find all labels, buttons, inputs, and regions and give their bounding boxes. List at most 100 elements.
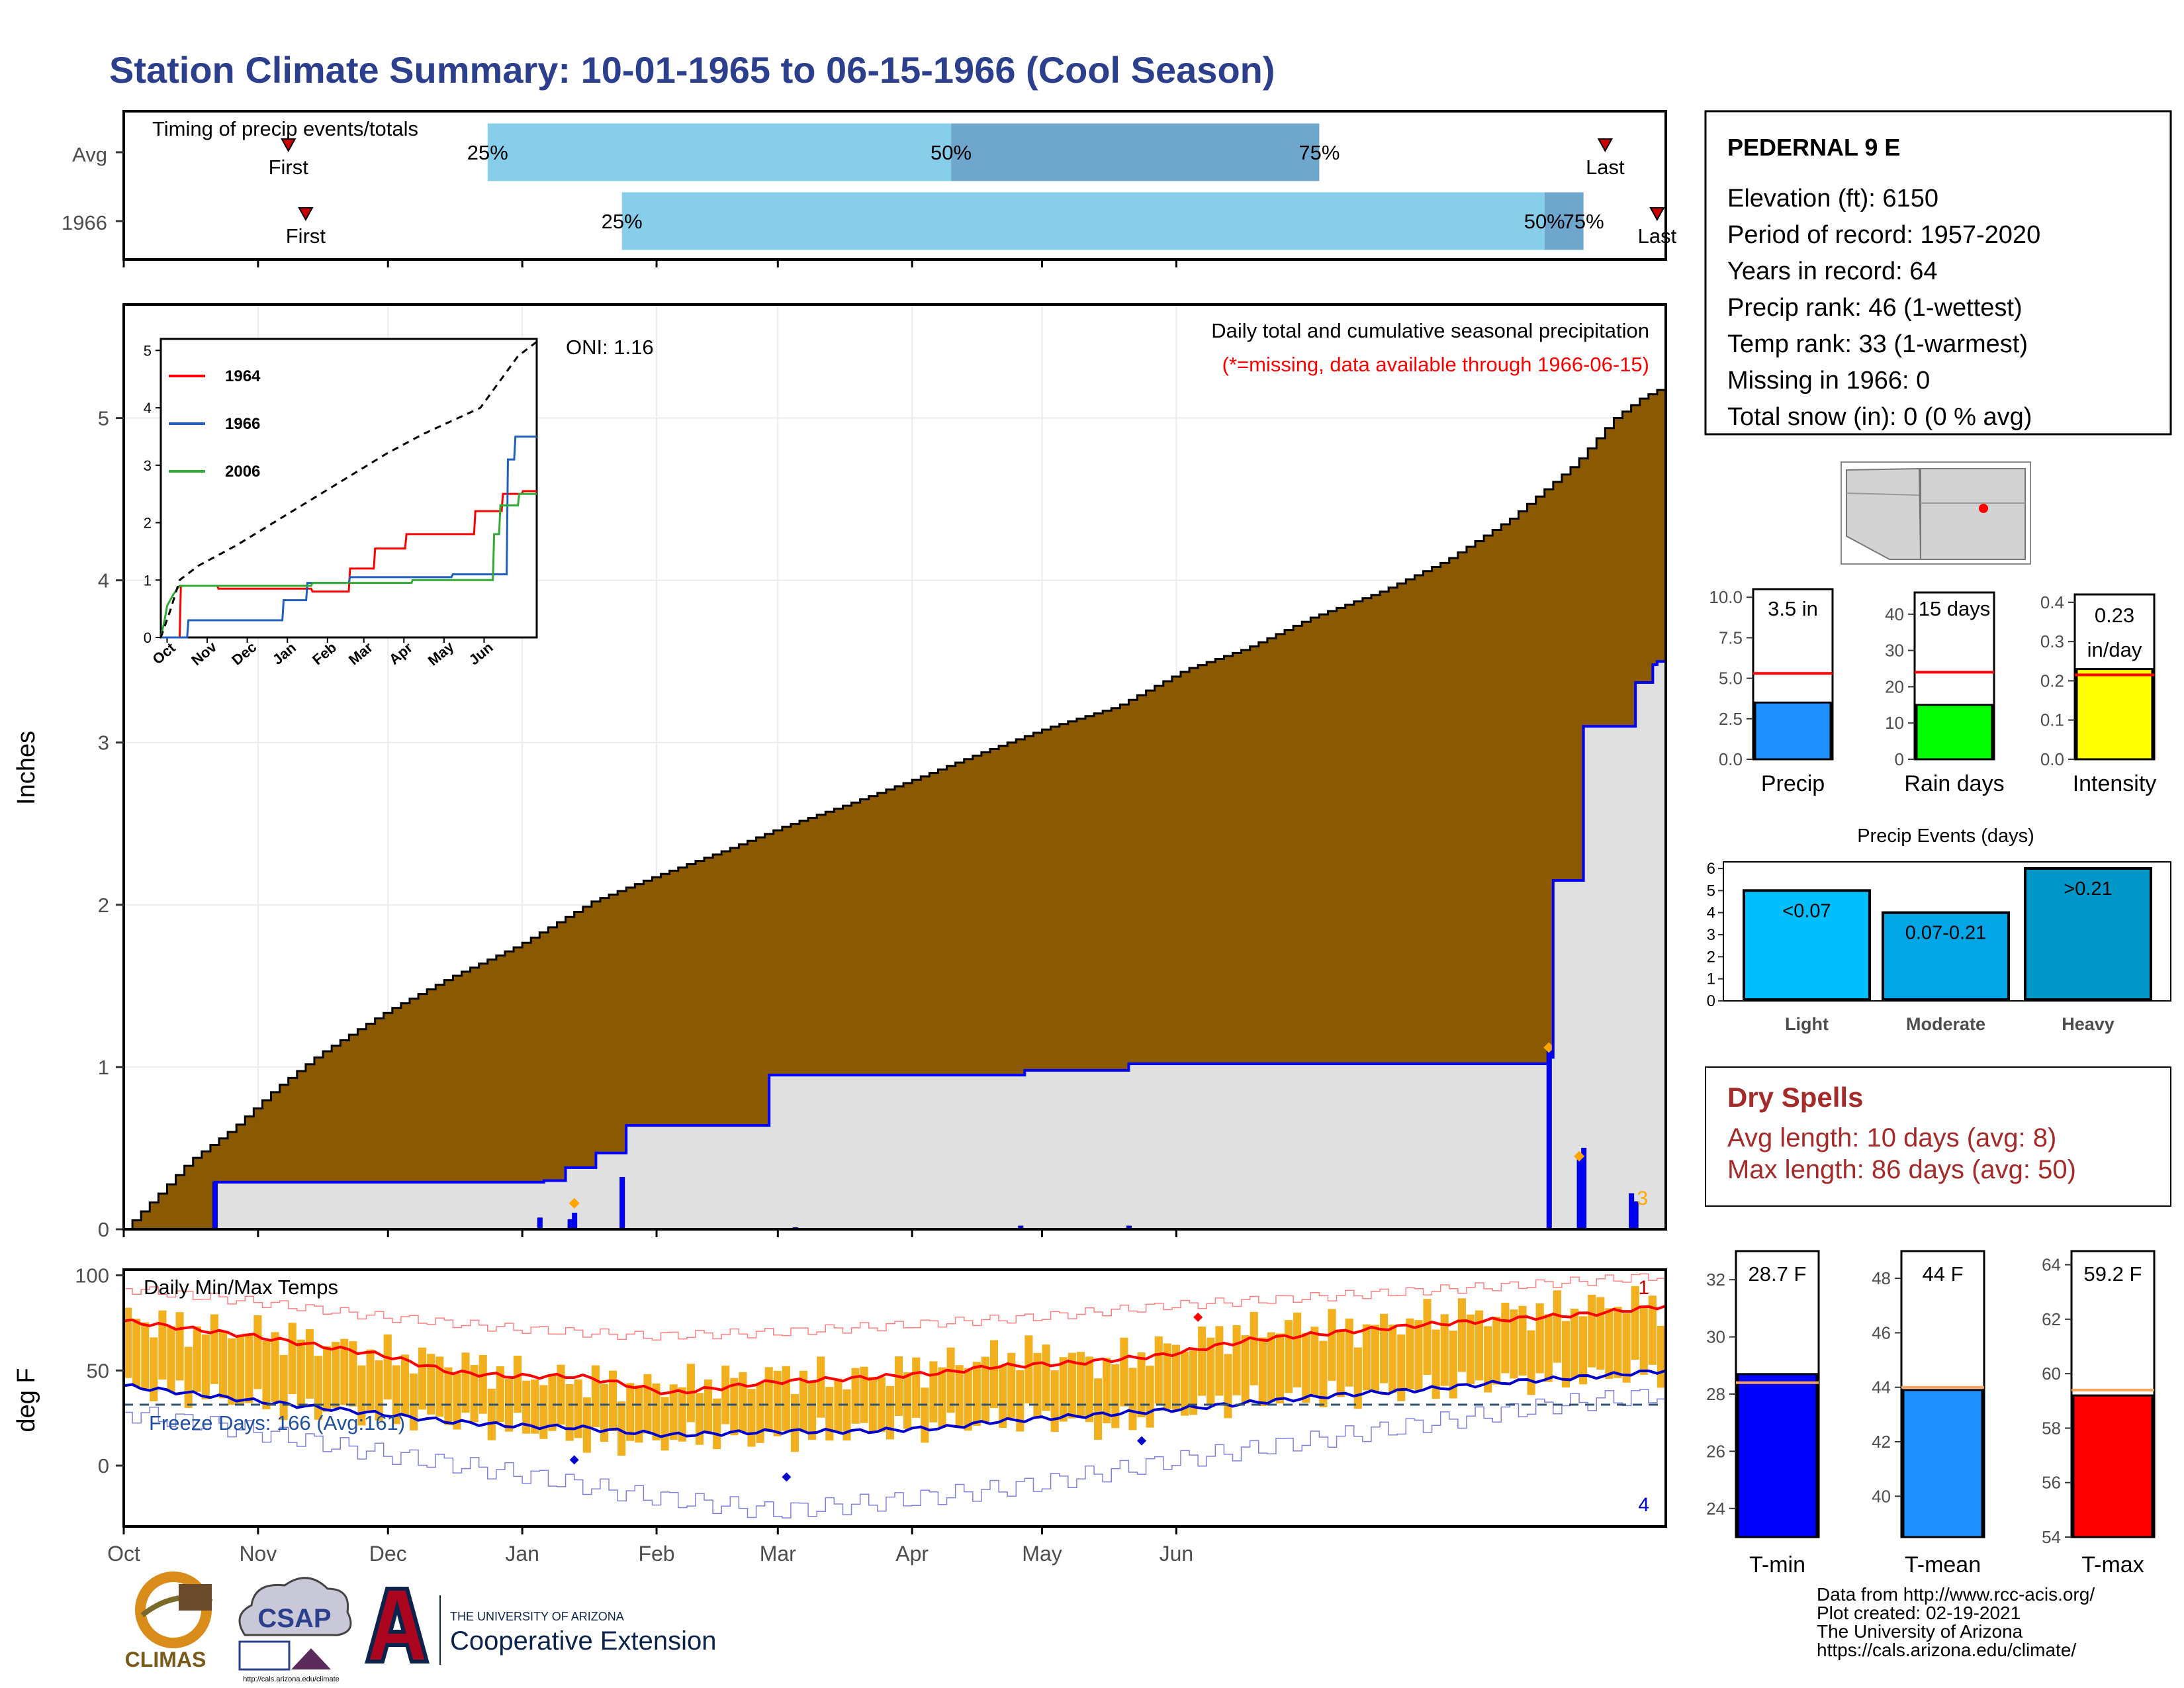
daily-temp-bar bbox=[539, 1385, 548, 1439]
daily-temp-bar bbox=[245, 1333, 253, 1403]
daily-temp-bar bbox=[1128, 1368, 1137, 1430]
daily-temp-bar bbox=[1553, 1290, 1561, 1363]
daily-temp-bar bbox=[1094, 1378, 1103, 1440]
precip-events-title: Precip Events (days) bbox=[1857, 825, 2034, 847]
daily-temp-bar bbox=[955, 1365, 964, 1428]
daily-temp-bar bbox=[851, 1368, 860, 1424]
daily-temp-bar bbox=[1466, 1314, 1475, 1385]
daily-temp-bar bbox=[1605, 1308, 1614, 1380]
events-bar-light bbox=[1743, 889, 1871, 1002]
inset-x-tick-label: Apr bbox=[386, 639, 416, 668]
gauge-tick-label: 30 bbox=[1885, 641, 1904, 661]
temp-extreme-marker bbox=[1193, 1312, 1203, 1322]
daily-temp-bar bbox=[305, 1329, 314, 1399]
daily-temp-bar bbox=[626, 1383, 635, 1441]
gauge-bar bbox=[1754, 701, 1832, 761]
last-event-marker-icon bbox=[1649, 207, 1665, 222]
daily-temp-bar bbox=[210, 1314, 218, 1384]
footer-url: https://cals.arizona.edu/climate/ bbox=[1817, 1640, 2076, 1660]
gauge-tick-label: 0 bbox=[1895, 749, 1904, 769]
daily-temp-bar bbox=[478, 1354, 487, 1414]
daily-temp-bar bbox=[366, 1349, 375, 1413]
gauge-tick-label: 48 bbox=[1872, 1268, 1891, 1288]
precip-y-tick-label: 3 bbox=[98, 731, 109, 755]
daily-temp-bar bbox=[453, 1373, 461, 1430]
gauge-value-text: 0.23 bbox=[2095, 604, 2134, 627]
gauge-tick-label: 56 bbox=[2042, 1473, 2061, 1493]
daily-temp-bar bbox=[418, 1347, 427, 1410]
timing-q25-label: 25% bbox=[467, 141, 508, 164]
freeze-days-label: Freeze Days: 166 (Avg:161) bbox=[149, 1411, 405, 1434]
gauge-tick-label: 0.4 bbox=[2040, 592, 2064, 612]
oni-label: ONI: 1.16 bbox=[566, 336, 654, 359]
events-y-tick-label: 0 bbox=[1707, 992, 1715, 1010]
footer-data-source: Data from http://www.rcc-acis.org/ bbox=[1817, 1584, 2095, 1605]
daily-temp-bar bbox=[1328, 1309, 1336, 1381]
precip-y-tick-label: 0 bbox=[98, 1218, 109, 1241]
daily-precip-bar bbox=[567, 1219, 573, 1230]
events-y-tick-label: 5 bbox=[1707, 882, 1715, 900]
daily-temp-bar bbox=[167, 1326, 175, 1392]
station-info-box: PEDERNAL 9 E Elevation (ft): 6150 Period… bbox=[1704, 110, 2172, 436]
gauge-tick-label: 32 bbox=[1706, 1270, 1725, 1289]
daily-temp-bar bbox=[565, 1383, 574, 1441]
daily-temp-bar bbox=[1302, 1333, 1310, 1403]
daily-temp-bar bbox=[860, 1366, 868, 1423]
daily-temp-bar bbox=[444, 1367, 453, 1425]
inset-x-tick-label: Feb bbox=[309, 639, 340, 668]
map-region-arizona bbox=[1846, 467, 1922, 560]
daily-temp-bar bbox=[1588, 1294, 1596, 1368]
daily-temp-bar bbox=[253, 1315, 262, 1389]
daily-temp-bar bbox=[713, 1398, 721, 1450]
station-box-frame bbox=[1704, 110, 2172, 436]
daily-temp-bar bbox=[1371, 1325, 1380, 1391]
daily-temp-bar bbox=[1206, 1337, 1215, 1405]
daily-temp-bar bbox=[1154, 1336, 1163, 1404]
events-bar-label: 0.07-0.21 bbox=[1905, 923, 1987, 944]
daily-temp-bar bbox=[184, 1346, 193, 1408]
gauge-label: Precip bbox=[1761, 771, 1825, 796]
gauge-bar bbox=[2075, 668, 2154, 761]
daily-temp-bar bbox=[1544, 1314, 1553, 1382]
daily-precip-bar bbox=[1629, 1193, 1635, 1230]
csap-logo-url: http://cals.arizona.edu/climate bbox=[243, 1675, 340, 1683]
daily-temp-bar bbox=[739, 1372, 747, 1432]
record-low-line bbox=[124, 1384, 1666, 1519]
daily-temp-bar bbox=[1657, 1325, 1665, 1388]
timing-panel-title: Timing of precip events/totals bbox=[152, 117, 418, 140]
month-tick-label: Feb bbox=[638, 1542, 674, 1566]
daily-temp-bar bbox=[1310, 1327, 1319, 1397]
gauge-value-unit: in/day bbox=[2087, 638, 2142, 661]
gauge-tick-label: 40 bbox=[1885, 604, 1904, 624]
gauge-bar bbox=[1915, 704, 1993, 761]
precip-y-tick-label: 5 bbox=[98, 407, 109, 430]
daily-temp-bar bbox=[340, 1338, 349, 1405]
daily-temp-bar bbox=[1059, 1357, 1068, 1422]
climas-logo: CLIMAS bbox=[125, 1571, 213, 1671]
gauge-label: T-max bbox=[2081, 1552, 2144, 1577]
gauge-tick-label: 40 bbox=[1872, 1486, 1891, 1506]
month-tick-label: Mar bbox=[760, 1542, 796, 1566]
daily-temp-bar bbox=[773, 1370, 782, 1436]
month-tick-label: Jun bbox=[1160, 1542, 1194, 1566]
daily-temp-bar bbox=[730, 1378, 739, 1436]
temp-top-count: 1 bbox=[1638, 1277, 1649, 1299]
inset-y-tick-label: 3 bbox=[144, 457, 152, 474]
daily-precip-bar bbox=[1576, 1157, 1582, 1230]
inset-frame bbox=[159, 338, 538, 639]
average-cumulative-area bbox=[124, 385, 1667, 1231]
daily-temp-bar bbox=[877, 1377, 886, 1432]
temp-panel-frame bbox=[122, 1268, 1667, 1528]
daily-temp-bar bbox=[357, 1365, 366, 1426]
station-years: Years in record: 64 bbox=[1727, 258, 1938, 285]
gauge-tick-label: 60 bbox=[2042, 1364, 2061, 1383]
daily-temp-bar bbox=[1449, 1331, 1457, 1399]
daily-temp-bar bbox=[938, 1367, 946, 1429]
daily-temp-bar bbox=[921, 1387, 929, 1443]
gauge-tick-label: 30 bbox=[1706, 1327, 1725, 1347]
csap-logo: CSAP http://cals.arizona.edu/climate bbox=[238, 1577, 352, 1683]
daily-temp-bar bbox=[158, 1310, 167, 1380]
inset-x-tick-label: Dec bbox=[228, 639, 259, 669]
daily-precip-bar bbox=[1546, 1050, 1552, 1230]
daily-temp-bar bbox=[1388, 1325, 1397, 1393]
